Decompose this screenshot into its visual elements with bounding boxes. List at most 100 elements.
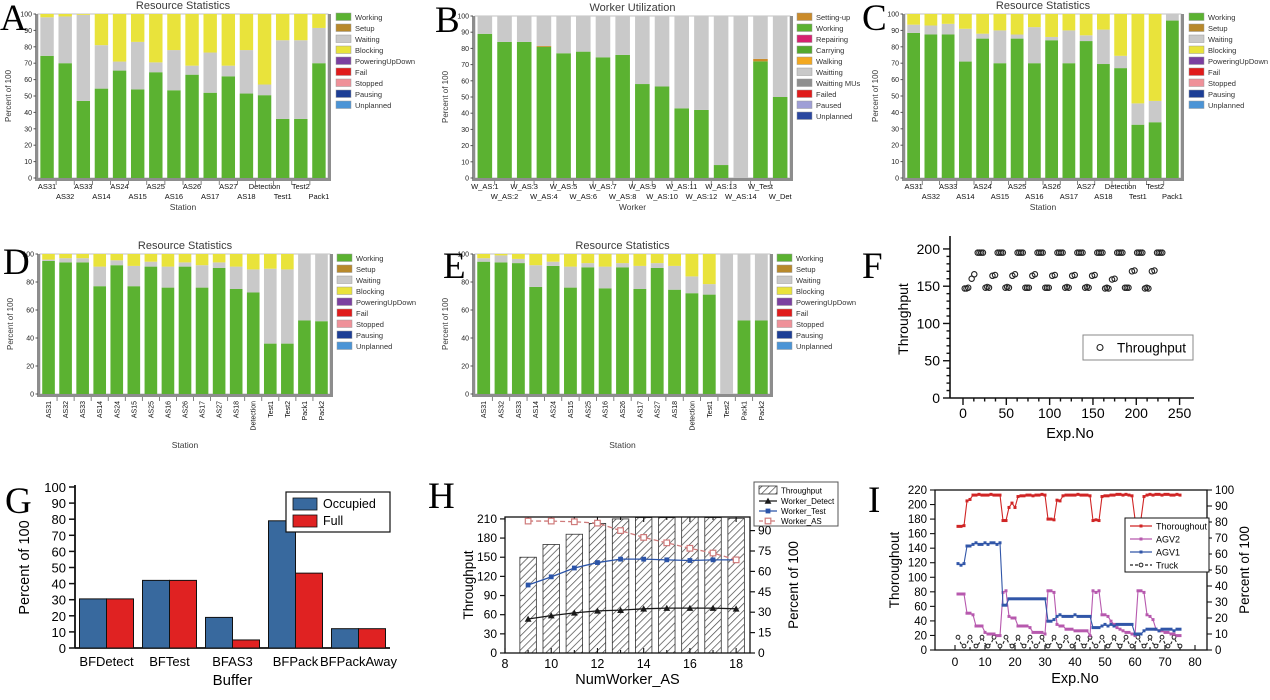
svg-text:Waiting: Waiting <box>1208 35 1233 44</box>
svg-text:Worker: Worker <box>619 202 646 212</box>
bars <box>42 254 328 394</box>
legend: ThroughputWorker_DetectWorker_TestWorker… <box>753 481 839 527</box>
svg-text:Percent of 100: Percent of 100 <box>871 69 880 122</box>
svg-text:PoweringUpDown: PoweringUpDown <box>1208 57 1268 66</box>
svg-text:250: 250 <box>1168 405 1192 421</box>
panel-E: E Resource Statistics 0 20 40 60 80 100 Percent… <box>425 222 856 465</box>
svg-text:AS27: AS27 <box>219 182 237 191</box>
svg-text:60: 60 <box>891 77 899 84</box>
svg-text:AS26: AS26 <box>183 401 190 418</box>
svg-text:Detection: Detection <box>249 182 281 191</box>
panel-B: B Worker Utilization 0 10 20 30 40 50 60 70 80 90 1… <box>425 0 861 222</box>
svg-text:100: 100 <box>20 12 32 19</box>
svg-text:W_AS:8: W_AS:8 <box>609 192 637 201</box>
svg-text:Pausing: Pausing <box>356 331 383 340</box>
svg-text:Pack1: Pack1 <box>1162 192 1183 201</box>
svg-text:Blocking: Blocking <box>355 46 383 55</box>
panel-letter-G: G <box>5 481 32 522</box>
svg-text:AS15: AS15 <box>131 401 138 418</box>
svg-text:Percent of 100: Percent of 100 <box>17 520 33 614</box>
y-axis: 0 10 20 30 40 50 60 70 80 90 100 <box>20 12 36 183</box>
left-axis: 0 30 60 90 120 150 180 210 <box>477 512 505 660</box>
svg-text:Pausing: Pausing <box>355 90 382 99</box>
y-axis: 0 10 20 30 40 50 60 70 80 90 100 <box>887 12 903 183</box>
svg-text:W_AS:4: W_AS:4 <box>530 192 558 201</box>
x-axis-label: Station <box>172 440 199 450</box>
svg-text:AS24: AS24 <box>114 401 121 418</box>
svg-text:90: 90 <box>1215 501 1228 513</box>
panel-H: H 0 30 60 90 120 150 180 210 0 15 30 45 60 75 90 8 10 12 1… <box>420 460 855 700</box>
svg-text:Waiting: Waiting <box>355 35 380 44</box>
svg-text:AS26: AS26 <box>620 401 627 418</box>
svg-text:90: 90 <box>461 30 469 37</box>
svg-text:NumWorker_AS: NumWorker_AS <box>575 672 679 688</box>
svg-text:90: 90 <box>758 524 772 538</box>
svg-text:0: 0 <box>959 405 967 421</box>
panel-letter-B: B <box>435 0 460 41</box>
svg-text:10: 10 <box>1215 629 1228 641</box>
series-Thoroughout <box>956 492 1182 528</box>
svg-text:Test1: Test1 <box>274 192 292 201</box>
svg-text:Resource Statistics: Resource Statistics <box>996 0 1091 12</box>
svg-text:BFPackAway: BFPackAway <box>320 654 398 669</box>
x-axis: AS31AS32AS33AS14AS24AS15AS25AS16AS26AS17… <box>38 181 329 201</box>
svg-text:0: 0 <box>28 176 32 183</box>
svg-text:80: 80 <box>52 512 66 527</box>
svg-text:Throughput: Throughput <box>1117 341 1186 356</box>
svg-text:0: 0 <box>490 646 497 660</box>
svg-text:18: 18 <box>729 657 743 671</box>
x-axis: AS31AS32AS33AS14AS24AS15AS25AS16AS26AS17… <box>904 181 1183 201</box>
svg-text:8: 8 <box>502 657 509 671</box>
svg-text:Unplanned: Unplanned <box>355 101 391 110</box>
svg-text:W_AS:11: W_AS:11 <box>666 182 697 191</box>
svg-text:80: 80 <box>461 280 469 287</box>
svg-text:W_AS:5: W_AS:5 <box>550 182 578 191</box>
svg-text:30: 30 <box>24 126 32 133</box>
svg-text:210: 210 <box>477 512 497 526</box>
svg-text:Pausing: Pausing <box>796 331 823 340</box>
svg-text:70: 70 <box>24 61 32 68</box>
svg-text:90: 90 <box>891 28 899 35</box>
svg-text:Test2: Test2 <box>724 401 731 418</box>
svg-text:50: 50 <box>24 94 32 101</box>
svg-text:Test2: Test2 <box>292 182 310 191</box>
svg-text:PoweringUpDown: PoweringUpDown <box>356 298 416 307</box>
svg-text:Unplanned: Unplanned <box>356 342 392 351</box>
svg-text:80: 80 <box>24 44 32 51</box>
svg-text:Unplanned: Unplanned <box>796 342 832 351</box>
svg-text:20: 20 <box>1008 655 1022 669</box>
chart-title: Resource Statistics <box>136 0 231 12</box>
svg-text:20: 20 <box>52 609 66 624</box>
svg-text:30: 30 <box>1215 597 1228 609</box>
svg-text:AGV2: AGV2 <box>1156 535 1180 545</box>
svg-text:AS17: AS17 <box>201 192 219 201</box>
chart-C-resource-statistics: Resource Statistics 0 10 20 30 40 50 60 70 80 90 10… <box>871 0 1268 212</box>
svg-text:Station: Station <box>1030 202 1057 212</box>
svg-text:Failed: Failed <box>816 90 836 99</box>
svg-text:200: 200 <box>917 241 941 257</box>
svg-text:Setting-up: Setting-up <box>816 13 850 22</box>
svg-text:Stopped: Stopped <box>355 79 383 88</box>
svg-text:Working: Working <box>816 24 843 33</box>
svg-text:Pack1: Pack1 <box>741 401 748 421</box>
panel-letter-F: F <box>862 246 883 287</box>
svg-text:30: 30 <box>758 605 772 619</box>
x-axis: BFPack <box>273 654 319 669</box>
svg-text:Stopped: Stopped <box>796 320 824 329</box>
svg-text:AS25: AS25 <box>585 401 592 418</box>
svg-text:60: 60 <box>1128 655 1142 669</box>
svg-text:AS18: AS18 <box>672 401 679 418</box>
svg-text:Blocking: Blocking <box>1208 46 1236 55</box>
right-axis: 0 10 20 30 40 50 60 70 80 90 100 <box>1207 485 1234 657</box>
svg-text:Paused: Paused <box>816 101 841 110</box>
scatter-points <box>961 249 1166 292</box>
svg-text:50: 50 <box>1098 655 1112 669</box>
svg-text:0: 0 <box>59 641 66 656</box>
svg-text:Fail: Fail <box>356 309 368 318</box>
svg-text:15: 15 <box>758 626 772 640</box>
svg-text:Fail: Fail <box>355 68 367 77</box>
svg-text:AS16: AS16 <box>1025 192 1043 201</box>
svg-text:150: 150 <box>1081 405 1105 421</box>
panel-letter-D: D <box>3 242 30 283</box>
svg-text:AS32: AS32 <box>499 401 506 418</box>
